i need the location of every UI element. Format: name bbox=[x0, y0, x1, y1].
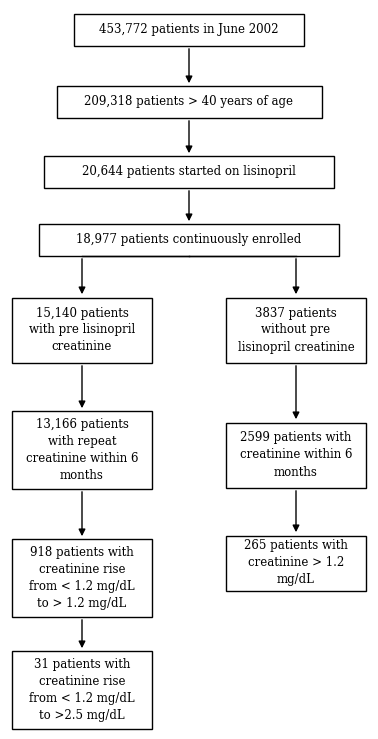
Text: 2599 patients with
creatinine within 6
months: 2599 patients with creatinine within 6 m… bbox=[240, 432, 352, 478]
Bar bbox=[74, 14, 304, 46]
Text: 20,644 patients started on lisinopril: 20,644 patients started on lisinopril bbox=[82, 166, 296, 179]
Bar bbox=[39, 224, 339, 256]
Bar bbox=[44, 156, 334, 188]
Bar bbox=[12, 298, 152, 363]
Bar bbox=[12, 651, 152, 729]
Text: 3837 patients
without pre
lisinopril creatinine: 3837 patients without pre lisinopril cre… bbox=[238, 307, 355, 353]
Text: 265 patients with
creatinine > 1.2
mg/dL: 265 patients with creatinine > 1.2 mg/dL bbox=[244, 539, 348, 587]
Bar bbox=[226, 536, 366, 590]
Text: 453,772 patients in June 2002: 453,772 patients in June 2002 bbox=[99, 24, 279, 36]
Bar bbox=[12, 539, 152, 617]
Text: 209,318 patients > 40 years of age: 209,318 patients > 40 years of age bbox=[85, 95, 293, 109]
Bar bbox=[226, 298, 366, 363]
Bar bbox=[226, 423, 366, 488]
Bar bbox=[56, 86, 322, 118]
Text: 918 patients with
creatinine rise
from < 1.2 mg/dL
to > 1.2 mg/dL: 918 patients with creatinine rise from <… bbox=[29, 546, 135, 610]
Text: 31 patients with
creatinine rise
from < 1.2 mg/dL
to >2.5 mg/dL: 31 patients with creatinine rise from < … bbox=[29, 658, 135, 722]
Text: 18,977 patients continuously enrolled: 18,977 patients continuously enrolled bbox=[76, 234, 302, 247]
Text: 13,166 patients
with repeat
creatinine within 6
months: 13,166 patients with repeat creatinine w… bbox=[26, 418, 138, 482]
Bar bbox=[12, 411, 152, 489]
Text: 15,140 patients
with pre lisinopril
creatinine: 15,140 patients with pre lisinopril crea… bbox=[29, 307, 135, 353]
